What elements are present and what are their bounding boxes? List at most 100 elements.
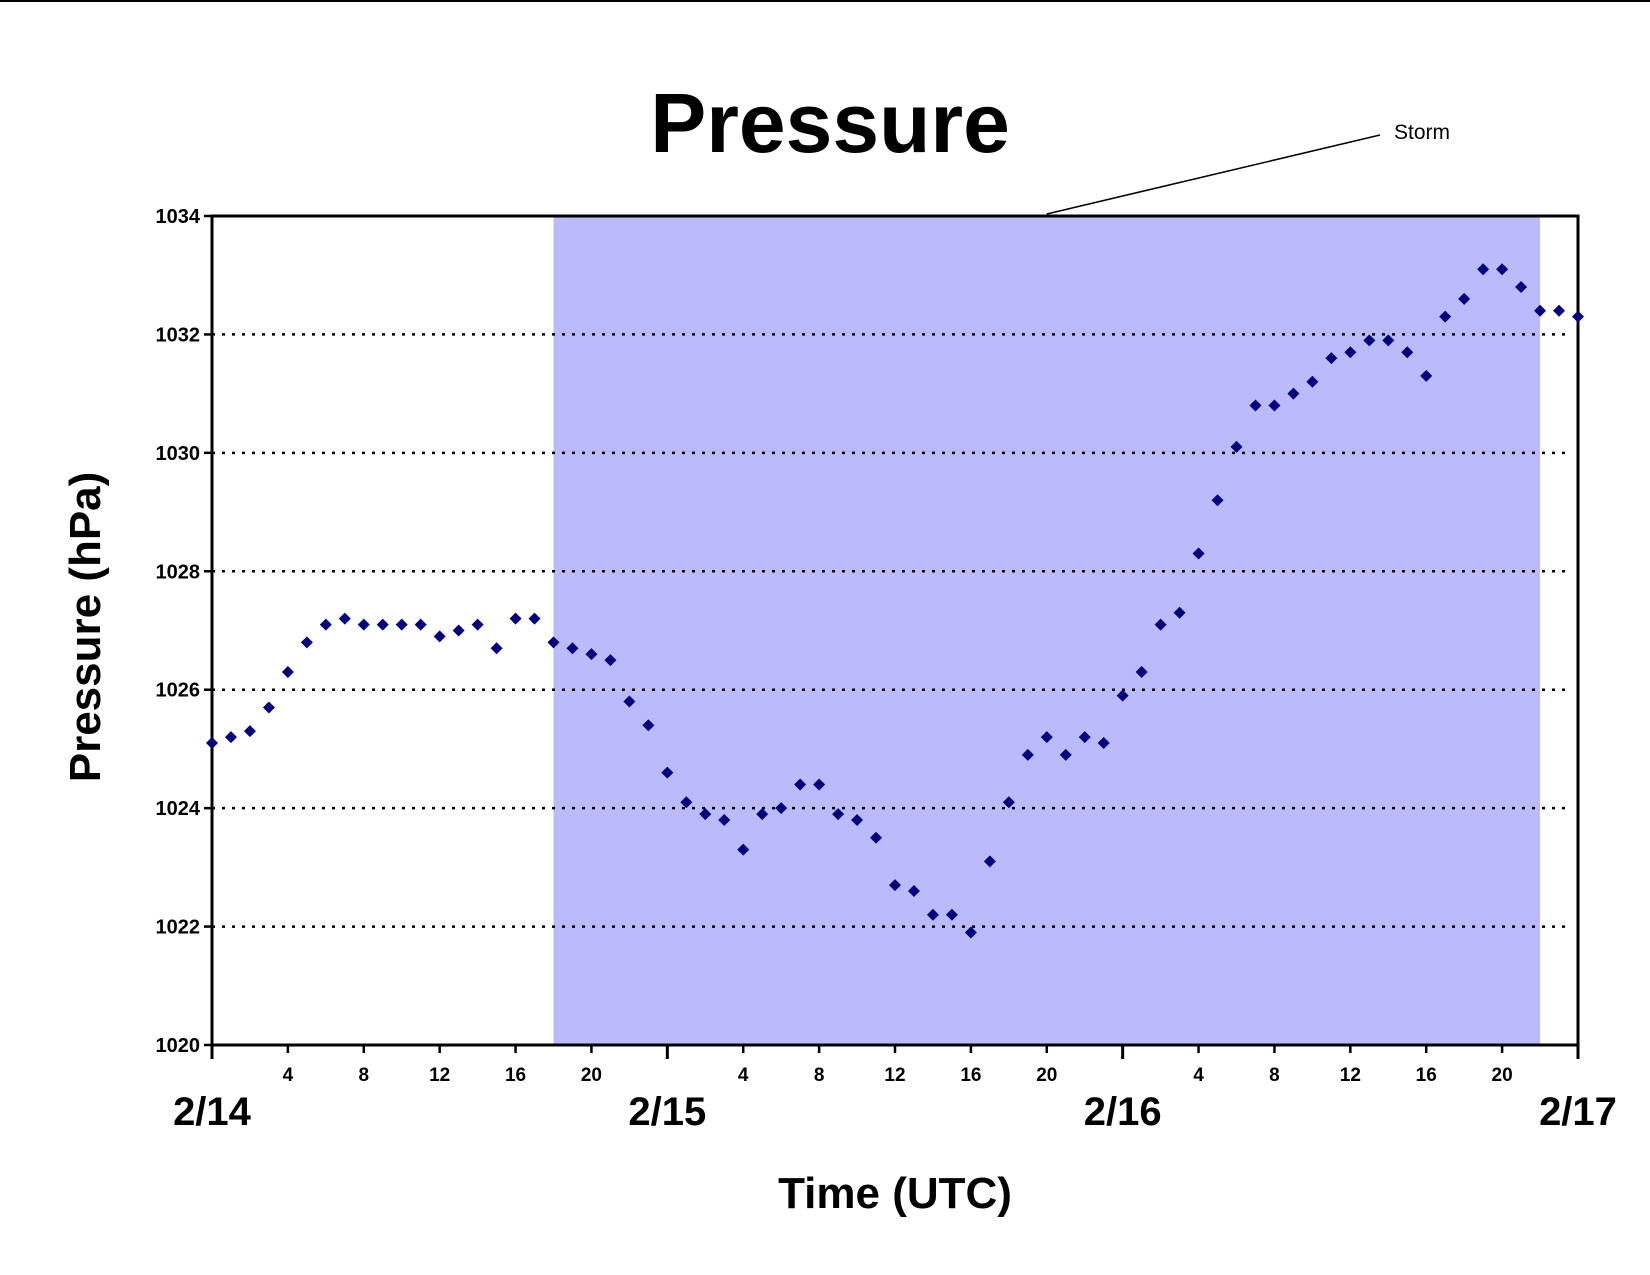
data-point [1477,263,1490,276]
data-point [1553,304,1566,317]
data-point [983,855,996,868]
x-axis-title: Time (UTC) [778,1169,1012,1218]
data-point [775,802,788,815]
day-label: 2/17 [1539,1090,1617,1134]
data-point [1078,731,1091,744]
data-point [832,808,845,821]
data-point [1515,281,1528,294]
data-point [300,636,313,649]
data-point [1344,346,1357,359]
data-point [547,636,560,649]
data-point [509,612,522,625]
hour-tick-label: 4 [738,1065,749,1086]
data-point [1306,375,1319,388]
data-point [1382,334,1395,347]
data-point [623,695,636,708]
data-point [452,624,465,637]
data-point [1097,737,1110,750]
data-point [642,719,655,732]
data-point [206,737,218,750]
plot-area: 1020 1022 1024 1026 1028 1030 1032 1034 4 8 12 16 20… [156,121,1617,1134]
hour-tick-label: 8 [358,1065,369,1086]
hour-tick-label: 20 [581,1065,602,1086]
y-tick-label: 1030 [156,443,201,465]
data-point [338,612,351,625]
data-point [224,731,237,744]
data-point [471,618,484,631]
hour-tick-label: 4 [1193,1065,1204,1086]
hour-tick-label: 12 [1340,1065,1361,1086]
data-point [1458,292,1471,305]
y-tick-label: 1032 [156,324,201,346]
data-point [1363,334,1376,347]
data-point [1420,369,1433,382]
data-point [699,808,712,821]
data-point [1572,310,1584,323]
data-point [357,618,370,631]
data-point [414,618,427,631]
data-point [1059,748,1072,761]
data-point [1116,689,1129,702]
hour-tick-label: 12 [429,1065,450,1086]
hour-tick-label: 20 [1036,1065,1057,1086]
data-point [851,813,864,826]
data-point [661,766,674,779]
y-tick-label: 1034 [156,206,201,228]
data-point [1496,263,1509,276]
hour-tick-label: 8 [1269,1065,1280,1086]
data-point [1439,310,1452,323]
data-point [1534,304,1547,317]
day-label: 2/14 [173,1090,252,1134]
data-point [813,778,826,791]
data-point [718,813,731,826]
hour-tick-label: 8 [814,1065,825,1086]
data-point [756,808,769,821]
storm-shade [553,216,1541,1045]
data-point [585,648,598,661]
data-point [794,778,807,791]
data-point [262,701,275,714]
data-point [1173,606,1186,619]
data-point [680,796,693,809]
data-point [395,618,408,631]
day-label: 2/16 [1084,1090,1162,1134]
y-tick-label: 1024 [156,798,201,820]
storm-annotation-label: Storm [1394,121,1450,144]
data-point [926,908,939,921]
y-axis-title: Pressure (hPa) [61,472,110,783]
data-point [566,642,579,655]
hour-tick-label: 16 [505,1065,526,1086]
hour-tick-label: 20 [1492,1065,1513,1086]
data-point [1249,399,1262,412]
data-point [1287,387,1300,400]
data-point [945,908,958,921]
data-point [964,926,977,939]
data-point [604,654,617,667]
data-point [1211,494,1224,507]
data-point [1021,748,1034,761]
y-tick-label: 1022 [156,917,201,939]
data-point [281,665,294,678]
data-point [243,725,256,738]
data-point [433,630,446,643]
data-point [1192,547,1205,560]
day-label: 2/15 [628,1090,706,1134]
hour-tick-label: 4 [283,1065,294,1086]
y-tick-label: 1028 [156,561,201,583]
storm-annotation-line [1046,134,1381,215]
hour-tick-label: 16 [1416,1065,1437,1086]
data-point [737,843,750,856]
y-tick-label: 1020 [156,1035,201,1057]
data-point [1401,346,1414,359]
y-tick-label: 1026 [156,680,201,702]
data-point [528,612,541,625]
hour-tick-label: 16 [960,1065,981,1086]
data-point [490,642,503,655]
data-point [1135,665,1148,678]
data-point [889,879,901,892]
data-point [1268,399,1281,412]
data-point [1040,731,1053,744]
data-point [870,831,883,844]
data-point [1154,618,1167,631]
